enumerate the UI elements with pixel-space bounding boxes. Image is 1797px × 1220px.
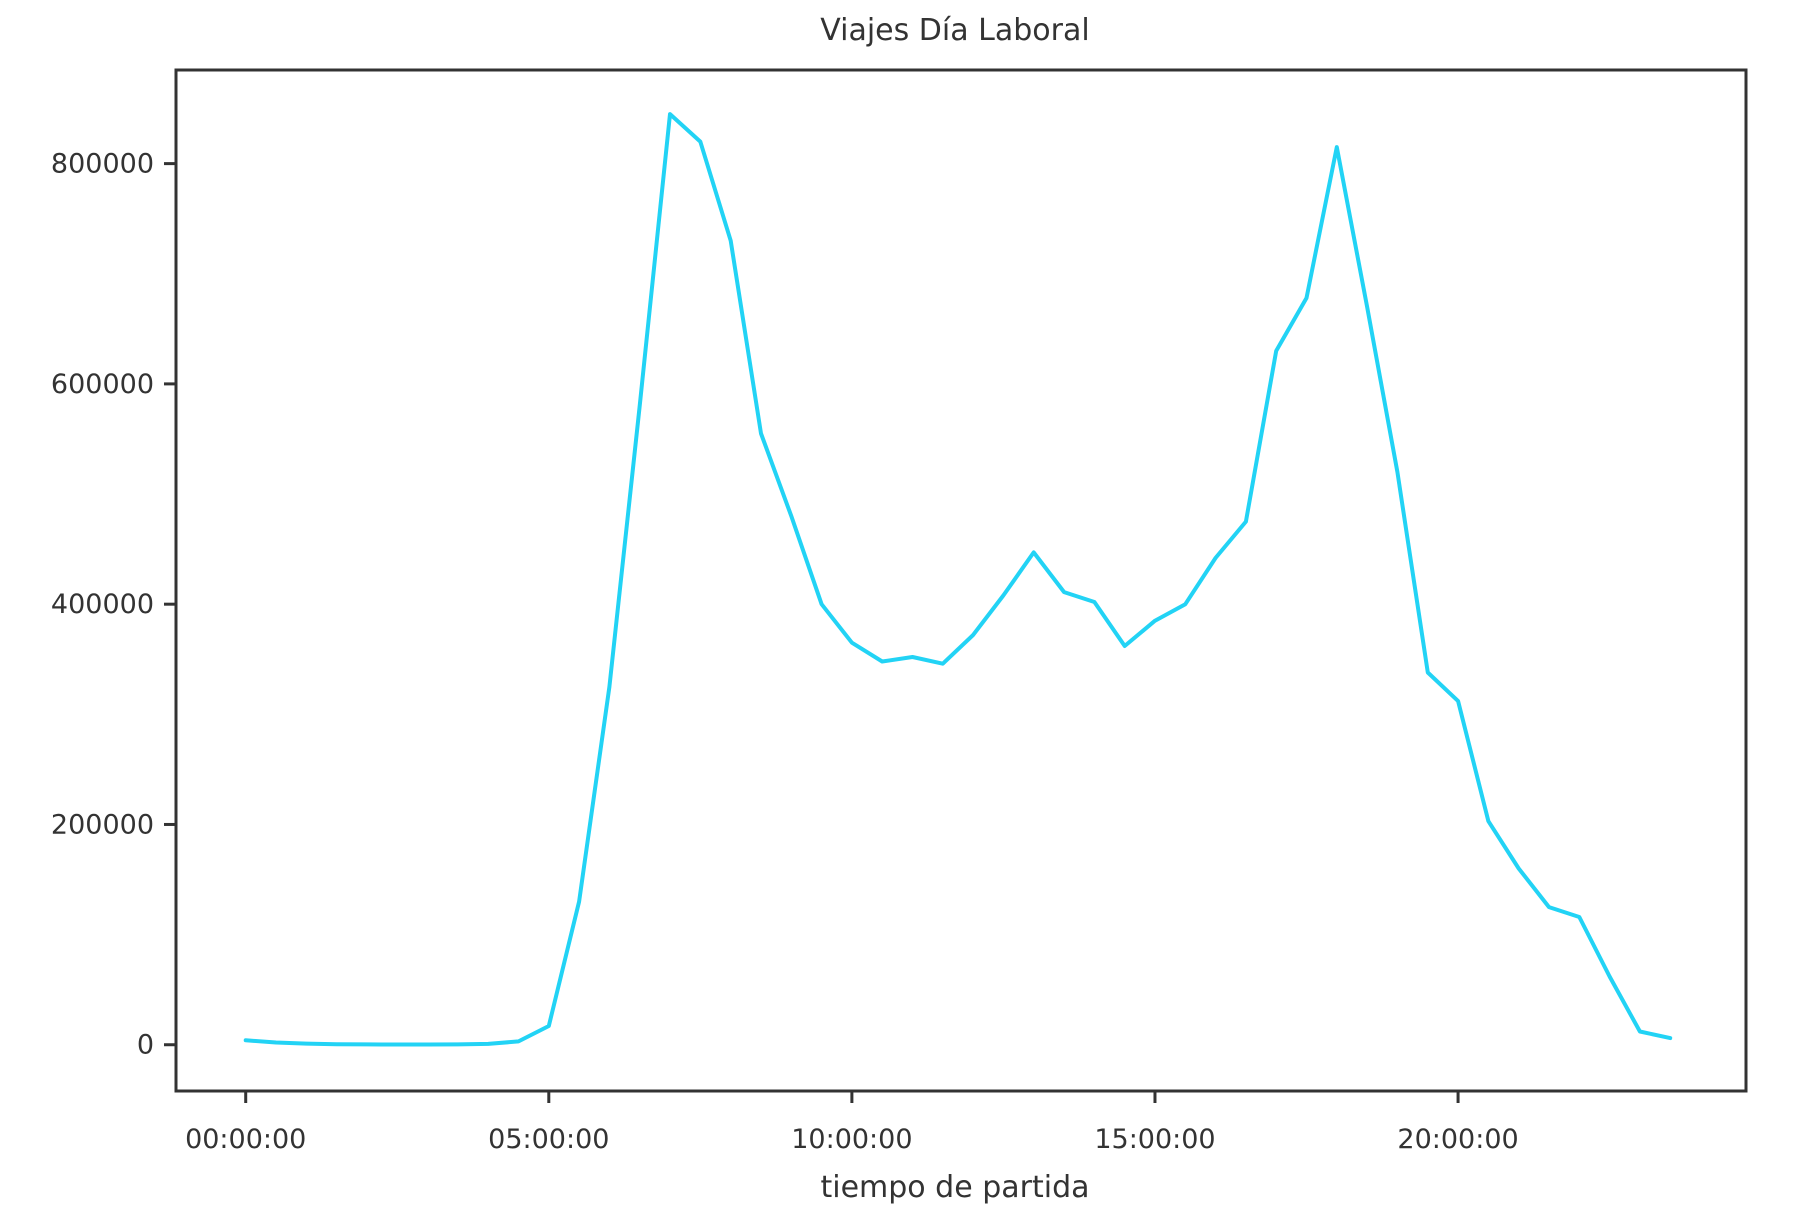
y-tick-label: 200000: [51, 809, 154, 840]
x-tick-label: 00:00:00: [185, 1124, 306, 1155]
y-tick-label: 0: [137, 1030, 154, 1061]
x-tick-label: 05:00:00: [488, 1124, 609, 1155]
x-axis: 00:00:00 05:00:00 10:00:00 15:00:00 20:00:00: [185, 1091, 1519, 1155]
series-line: [243, 112, 1673, 1047]
x-tick-label: 20:00:00: [1397, 1124, 1518, 1155]
x-axis-title: tiempo de partida: [820, 1170, 1089, 1205]
x-tick-label: 10:00:00: [791, 1124, 912, 1155]
y-tick-label: 800000: [51, 149, 154, 180]
y-axis: 0 200000 400000 600000 800000: [51, 149, 176, 1061]
series-layer: [243, 112, 1673, 1047]
y-tick-label: 600000: [51, 369, 154, 400]
chart-title: Viajes Día Laboral: [820, 13, 1089, 48]
plot-frame: [174, 68, 1748, 1093]
x-tick-label: 15:00:00: [1094, 1124, 1215, 1155]
y-tick-label: 400000: [51, 589, 154, 620]
